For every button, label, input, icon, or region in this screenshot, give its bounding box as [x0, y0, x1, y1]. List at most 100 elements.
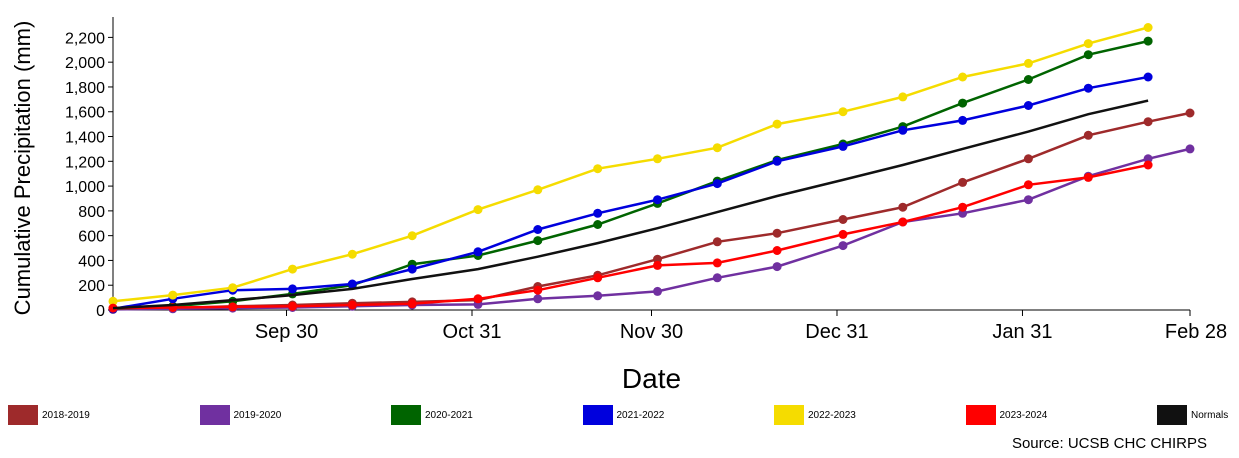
series-line: [112, 163, 1149, 310]
data-point: [712, 143, 722, 153]
data-point: [898, 217, 908, 227]
data-point: [228, 283, 238, 293]
legend-item: 2019-2020: [199, 404, 281, 426]
data-point: [533, 294, 543, 304]
legend-label: 2020-2021: [425, 409, 473, 421]
data-point: [838, 241, 848, 251]
legend-swatch: [965, 405, 996, 425]
x-tick-label: Oct 31: [443, 321, 502, 343]
legend-item: Normals: [1157, 404, 1228, 426]
data-point: [347, 279, 357, 289]
y-axis-label: Cumulative Precipitation (mm): [10, 21, 35, 316]
data-point: [1083, 83, 1093, 93]
data-point: [772, 262, 782, 272]
x-tick-label: Feb 28: [1165, 321, 1227, 343]
data-point: [772, 228, 782, 238]
data-point: [958, 72, 968, 82]
data-point: [593, 220, 603, 229]
data-point: [593, 208, 603, 218]
data-point: [838, 215, 848, 224]
y-tick-label: 1,400: [65, 130, 105, 147]
chart-legend: 2018-2019 2019-2020 2020-2021 2021-2022 2022…: [0, 400, 1239, 430]
series-line: [112, 99, 1149, 310]
series-normals: [112, 99, 1149, 310]
data-point: [1143, 117, 1153, 127]
y-tick-label: 400: [78, 253, 105, 270]
data-point: [593, 291, 603, 301]
data-point: [1023, 101, 1033, 110]
data-point: [407, 231, 417, 241]
data-point: [407, 264, 417, 274]
data-point: [347, 249, 357, 259]
legend-swatch: [199, 405, 230, 425]
data-point: [1143, 154, 1153, 164]
y-tick-label: 2,200: [65, 30, 105, 47]
data-point: [772, 246, 782, 255]
data-point: [712, 273, 722, 283]
x-tick-label: Sep 30: [255, 321, 318, 343]
data-point: [958, 115, 968, 125]
data-point: [533, 185, 543, 195]
legend-item: 2023-2024: [965, 404, 1048, 426]
series-line: [112, 75, 1149, 311]
series-line: [112, 26, 1149, 303]
data-point: [593, 273, 603, 283]
data-point: [653, 254, 662, 264]
legend-swatch: [8, 405, 38, 425]
legend-item: 2020-2021: [391, 404, 473, 426]
data-point: [1083, 130, 1093, 140]
data-point: [228, 302, 238, 312]
legend-item: 2018-2019: [8, 404, 90, 426]
data-point: [1023, 58, 1033, 68]
data-point: [898, 125, 908, 135]
series-2018-2019: [108, 108, 1195, 314]
legend-label: 2021-2022: [616, 409, 665, 421]
series-line: [112, 39, 1149, 311]
y-tick-label: 800: [78, 204, 105, 221]
data-point: [1083, 39, 1093, 49]
data-point: [473, 205, 483, 215]
series-layer: [108, 23, 1195, 314]
series-line: [112, 111, 1191, 311]
data-point: [288, 284, 297, 294]
legend-label: 2023-2024: [999, 409, 1048, 421]
data-point: [288, 301, 297, 311]
legend-item: 2022-2023: [774, 404, 856, 426]
data-point: [653, 286, 662, 296]
y-tick-label: 0: [96, 303, 105, 320]
data-point: [407, 299, 417, 309]
data-point: [958, 202, 968, 212]
data-point: [1083, 172, 1093, 182]
data-point: [108, 296, 118, 306]
y-tick-label: 200: [78, 278, 105, 295]
data-point: [958, 98, 968, 108]
legend-label: 2018-2019: [42, 409, 90, 421]
data-point: [473, 247, 483, 257]
data-point: [1185, 108, 1195, 118]
data-point: [533, 285, 543, 295]
data-point: [712, 237, 722, 247]
x-tick-label: Jan 31: [992, 321, 1052, 343]
x-tick-label: Dec 31: [805, 321, 868, 343]
legend-label: Normals: [1191, 409, 1229, 421]
data-point: [712, 258, 722, 268]
data-point: [838, 107, 848, 117]
y-tick-label: 600: [78, 229, 105, 246]
data-point: [1185, 144, 1195, 154]
source-credit: Source: UCSB CHC CHIRPS: [1011, 435, 1207, 452]
y-tick-label: 1,600: [65, 105, 105, 122]
data-point: [898, 202, 908, 212]
data-point: [347, 300, 357, 310]
data-point: [1143, 72, 1153, 82]
data-point: [1023, 180, 1033, 190]
data-point: [1023, 154, 1033, 164]
data-point: [1083, 50, 1093, 60]
data-point: [1143, 36, 1153, 46]
y-tick-label: 1,000: [65, 179, 105, 196]
legend-swatch: [774, 405, 804, 425]
x-axis-label: Date: [622, 363, 681, 394]
data-point: [898, 92, 908, 102]
data-point: [288, 264, 297, 274]
data-point: [168, 290, 178, 300]
data-point: [653, 154, 662, 164]
